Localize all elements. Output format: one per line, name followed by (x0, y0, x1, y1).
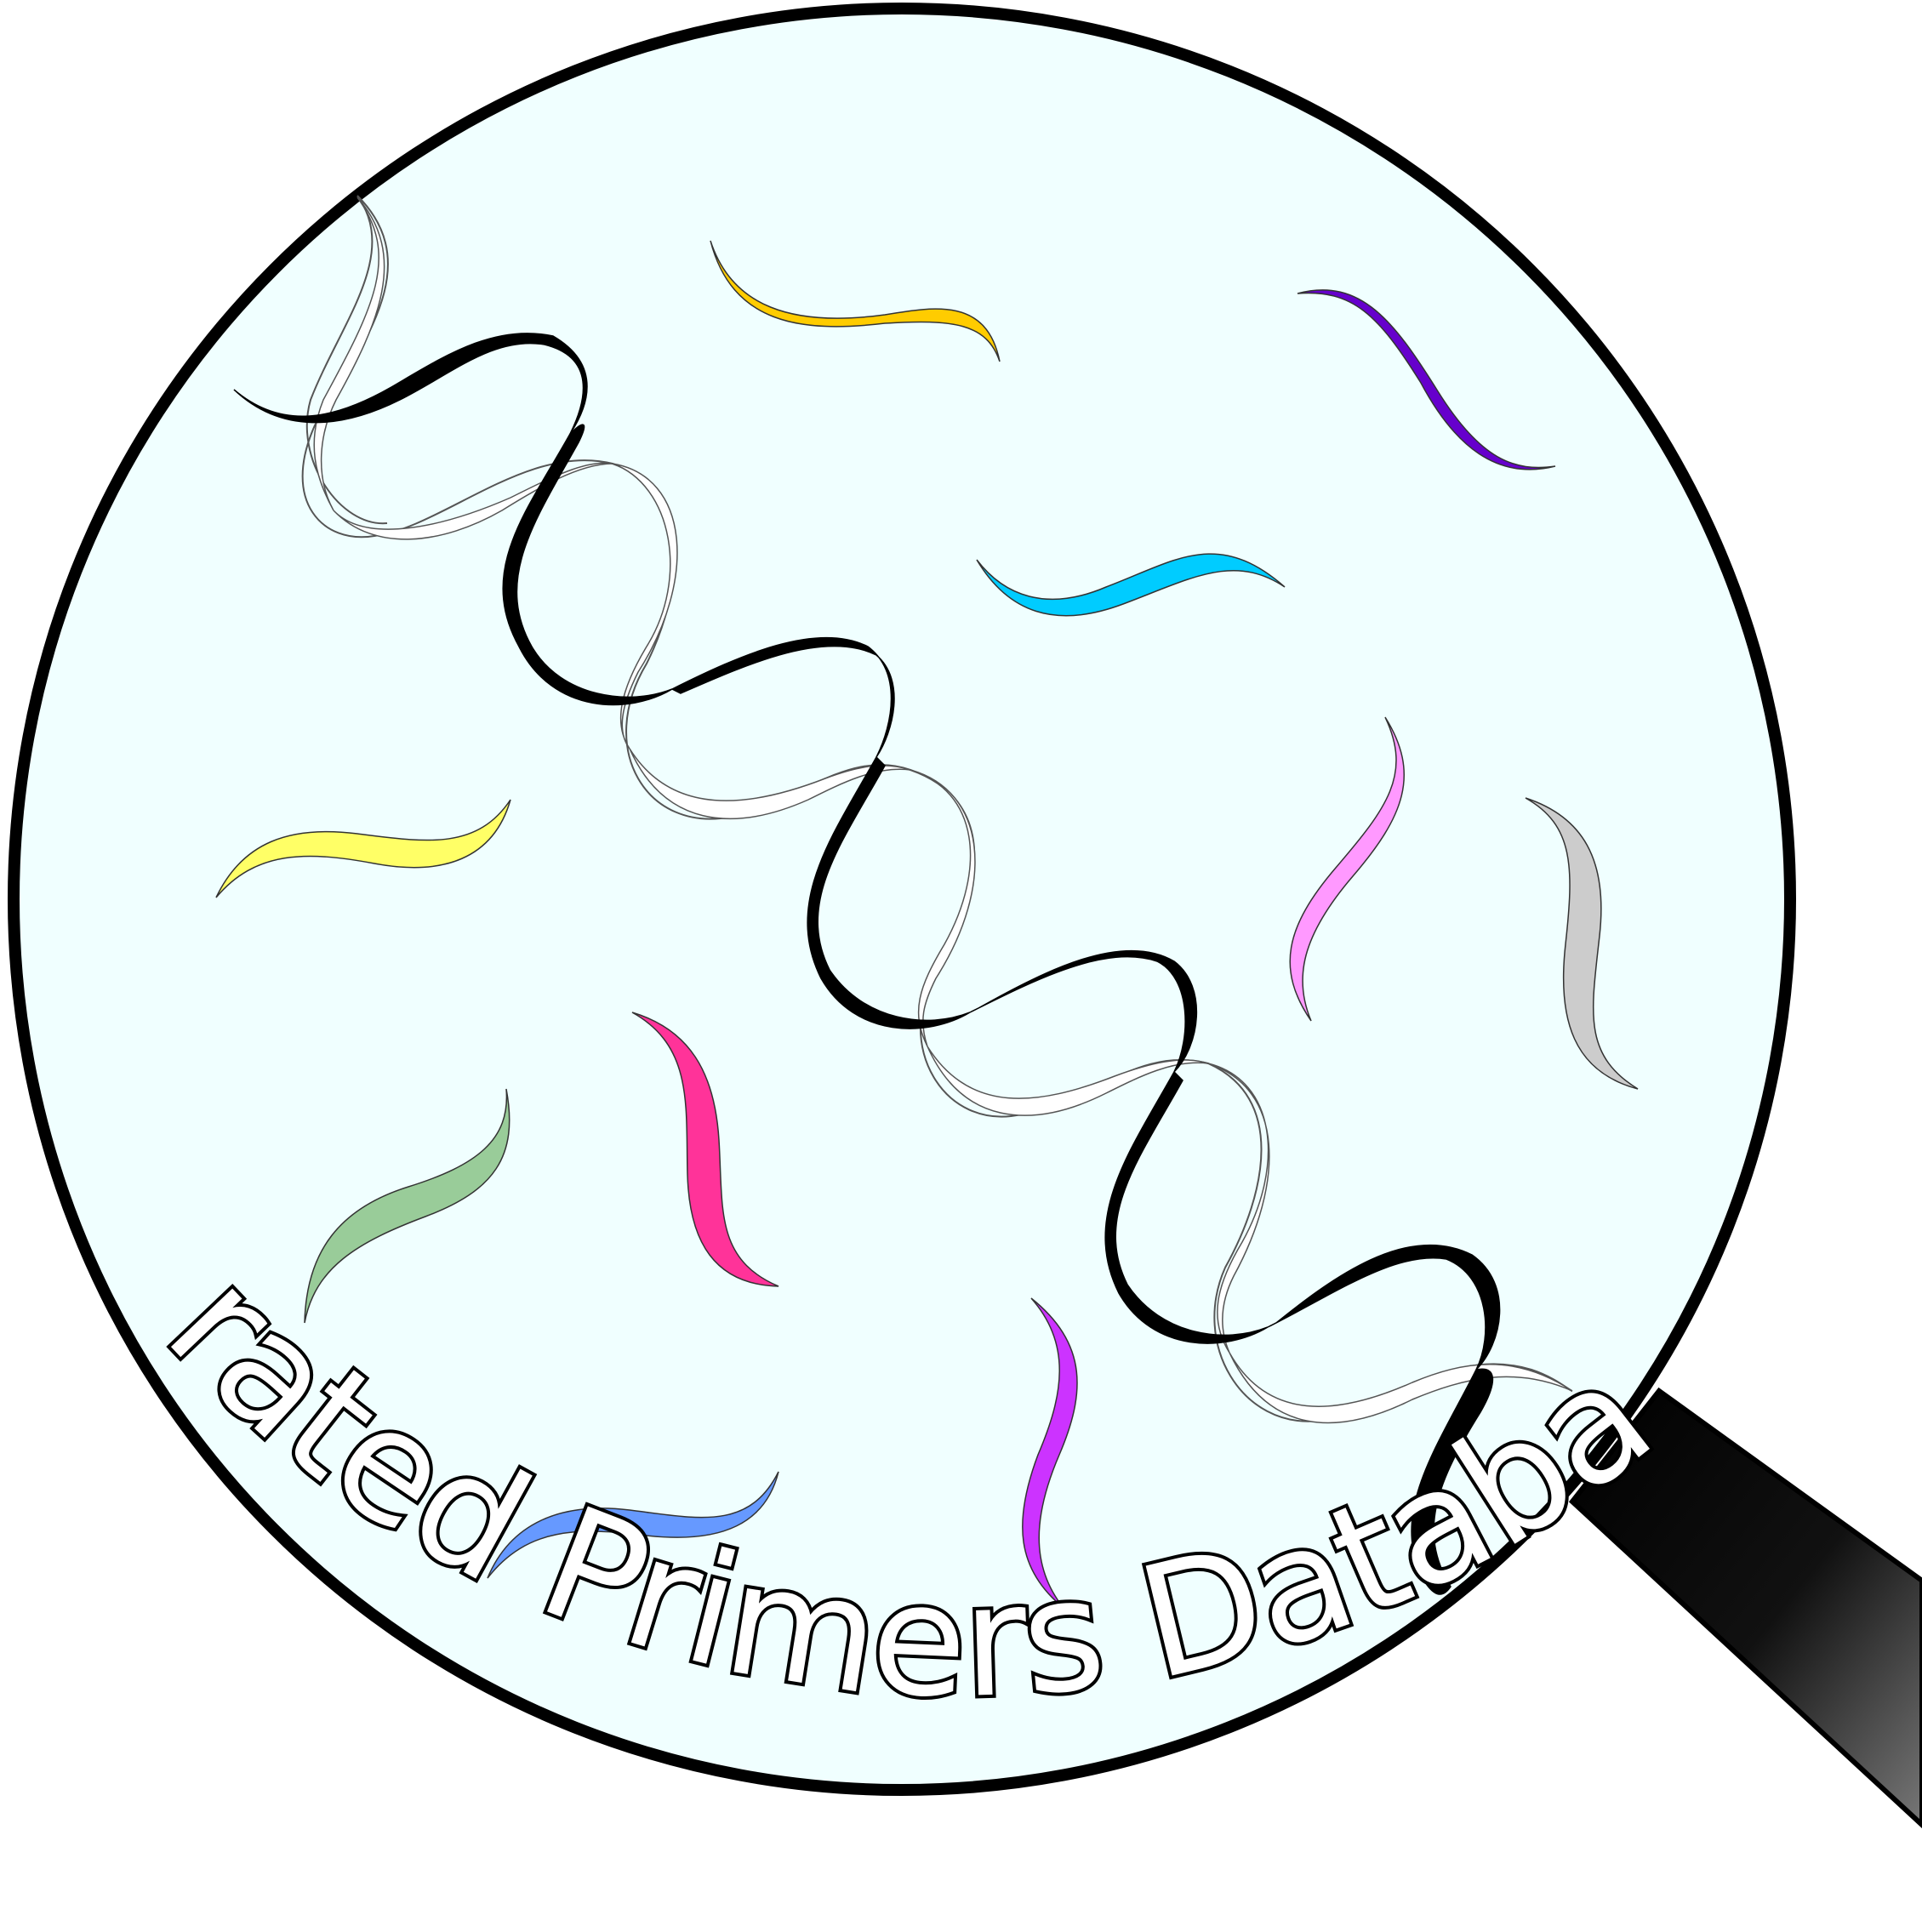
violet-primer (1022, 1297, 1078, 1609)
magnifier-handle (1568, 1387, 1922, 1829)
blue-primer (487, 1471, 779, 1579)
pink-primer (1289, 716, 1406, 1022)
dna-helix-front-strand (233, 333, 1501, 1595)
green-primer (304, 1088, 510, 1324)
yellow-primer (215, 799, 511, 898)
orange-primer (710, 240, 1001, 362)
magenta-primer (631, 1012, 779, 1287)
gray-primer (1525, 797, 1639, 1090)
cyan-primer (976, 553, 1286, 617)
magnifier-lens (8, 3, 1796, 1796)
purple-primer (1297, 289, 1556, 470)
